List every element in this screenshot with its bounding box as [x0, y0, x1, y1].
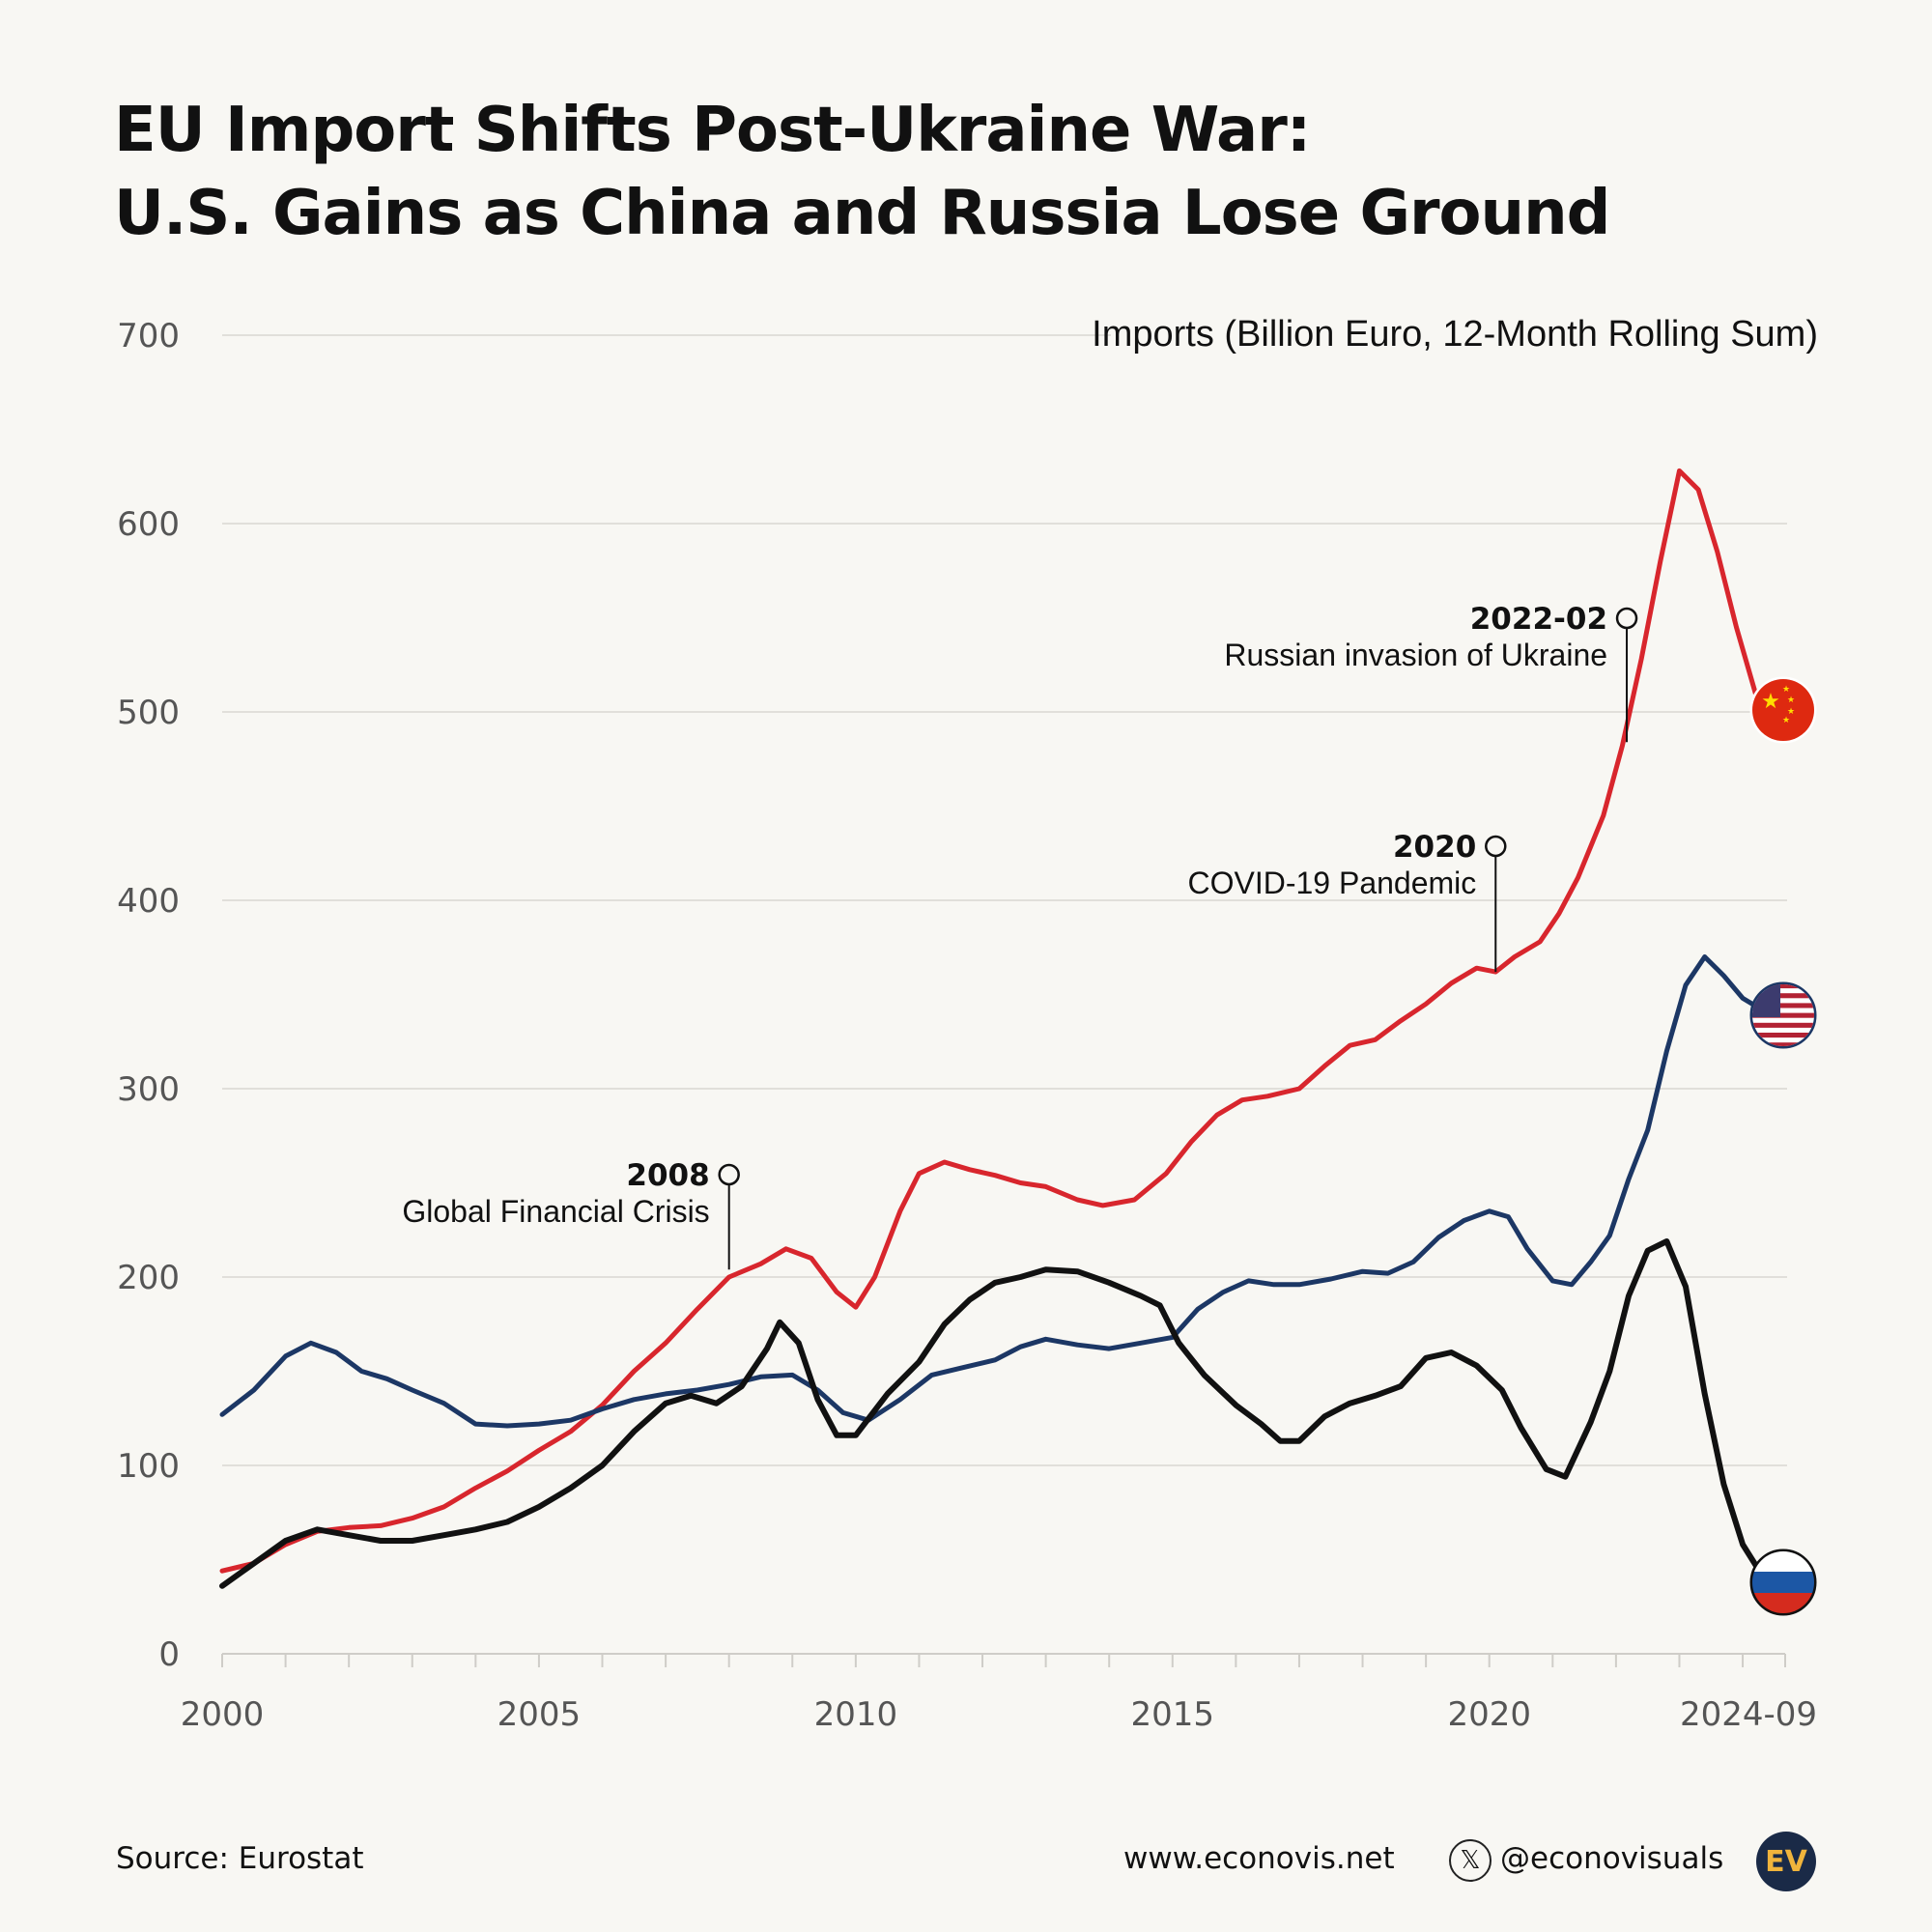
social-handle[interactable]: @econovisuals [1500, 1841, 1724, 1876]
series-line-russia [219, 1238, 1788, 1589]
y-tick-label: 500 [117, 694, 180, 732]
annotation-marker [1485, 835, 1507, 858]
annotation-marker [1615, 607, 1638, 630]
x-tick-label: 2000 [181, 1695, 265, 1734]
svg-text:★: ★ [1782, 684, 1790, 694]
annotation-label: COVID-19 Pandemic [1187, 866, 1476, 900]
y-tick-label: 100 [117, 1447, 180, 1486]
x-tick-label: 2020 [1447, 1695, 1531, 1734]
chart-title: EU Import Shifts Post-Ukraine War: U.S. … [114, 89, 1814, 255]
y-tick-label: 400 [117, 882, 180, 921]
svg-text:★: ★ [1787, 695, 1795, 704]
russia-flag [1749, 1548, 1817, 1616]
y-tick-label: 300 [117, 1070, 180, 1109]
annotation-label: Global Financial Crisis [402, 1194, 709, 1229]
y-tick-label: 700 [117, 317, 180, 355]
chart-title-line2: U.S. Gains as China and Russia Lose Grou… [114, 178, 1610, 249]
y-axis-label: Imports (Billion Euro, 12-Month Rolling … [1092, 314, 1818, 355]
y-tick-label: 600 [117, 505, 180, 544]
econovis-logo: EV [1756, 1832, 1816, 1891]
usa-flag [1749, 981, 1817, 1049]
series-line-china [219, 468, 1788, 1574]
svg-text:★: ★ [1782, 715, 1790, 724]
x-tick-label: 2024-09 [1680, 1695, 1817, 1734]
x-tick-label: 2005 [497, 1695, 582, 1734]
annotation-year: 2020 [1393, 830, 1476, 865]
annotation-year: 2022-02 [1470, 602, 1607, 637]
annotation-year: 2008 [626, 1158, 709, 1193]
x-logo-icon[interactable]: 𝕏 [1449, 1839, 1492, 1882]
svg-text:★: ★ [1787, 706, 1795, 716]
annotation-label: Russian invasion of Ukraine [1224, 638, 1607, 672]
x-tick-label: 2010 [814, 1695, 898, 1734]
series-line-united-states [219, 954, 1788, 1429]
chart-title-line1: EU Import Shifts Post-Ukraine War: [114, 95, 1311, 166]
x-tick-label: 2015 [1131, 1695, 1215, 1734]
website-link[interactable]: www.econovis.net [1123, 1841, 1395, 1876]
svg-text:★: ★ [1761, 689, 1780, 713]
y-tick-label: 0 [158, 1635, 180, 1674]
annotation-marker [718, 1163, 740, 1186]
y-tick-label: 200 [117, 1259, 180, 1297]
source-text: Source: Eurostat [116, 1841, 364, 1876]
china-flag: ★ ★ ★ ★ ★ [1749, 676, 1817, 744]
